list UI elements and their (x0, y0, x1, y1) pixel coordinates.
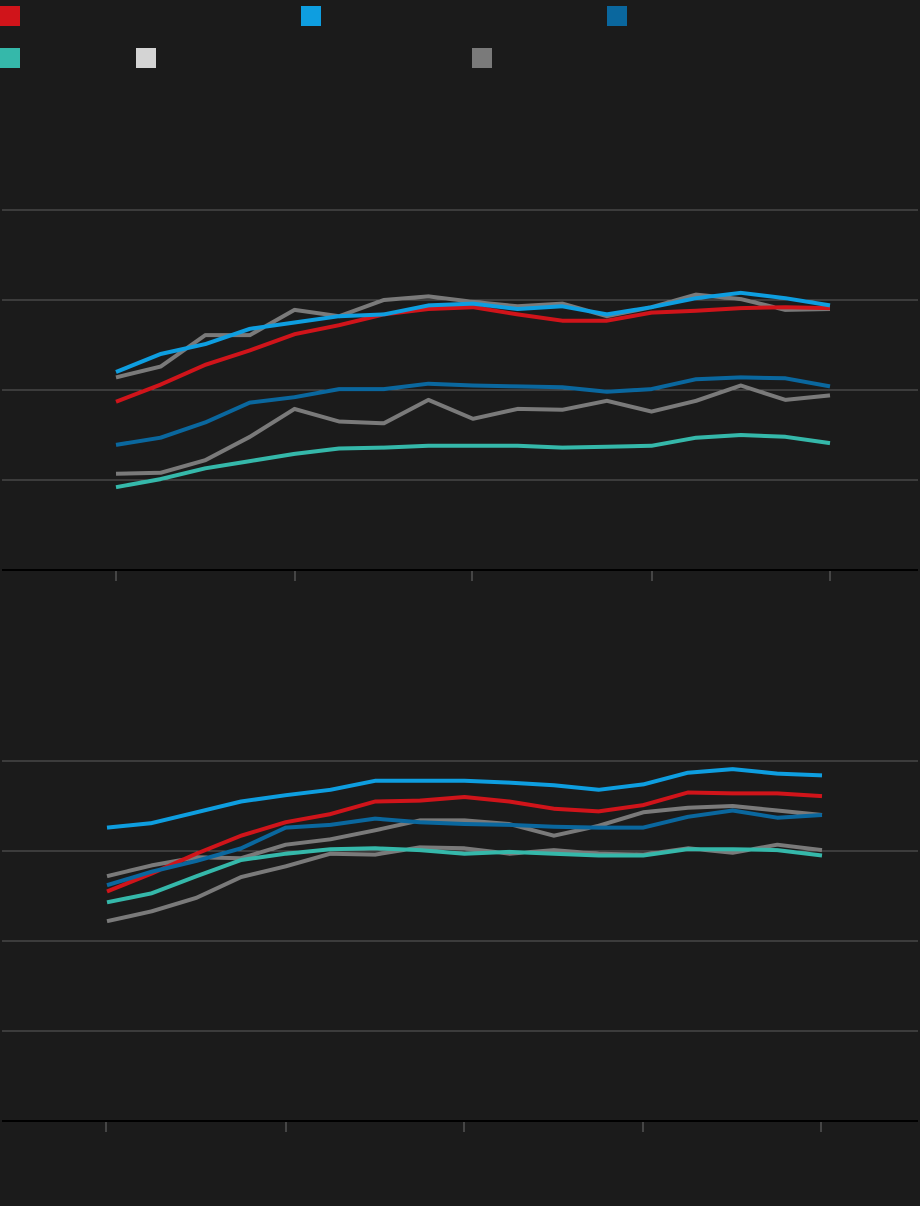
series-line-6 (115, 433, 831, 490)
series-line-4 (106, 808, 823, 888)
series-line-3 (106, 790, 823, 894)
series-line-3 (115, 290, 831, 374)
legend-item-5 (136, 48, 164, 68)
series-line-5 (115, 383, 831, 476)
legend-swatch-teal (0, 48, 20, 68)
chart-panel-bottom (2, 760, 918, 1132)
legend-item-4 (0, 48, 28, 68)
legend-swatch-light-gray (136, 48, 156, 68)
series-line-6 (106, 846, 823, 905)
chart-panel-top (2, 209, 918, 581)
legend-item-6 (472, 48, 500, 68)
legend-item-2 (301, 6, 329, 26)
series-line-1 (106, 804, 823, 879)
legend-swatch-red (0, 6, 20, 26)
series-line-2 (106, 767, 823, 830)
legend-swatch-dark-blue (607, 6, 627, 26)
legend-item-3 (607, 6, 635, 26)
series-line-2 (115, 305, 831, 404)
legend-item-1 (0, 6, 28, 26)
legend-swatch-light-blue (301, 6, 321, 26)
legend-swatch-gray (472, 48, 492, 68)
series-line-4 (115, 375, 831, 447)
